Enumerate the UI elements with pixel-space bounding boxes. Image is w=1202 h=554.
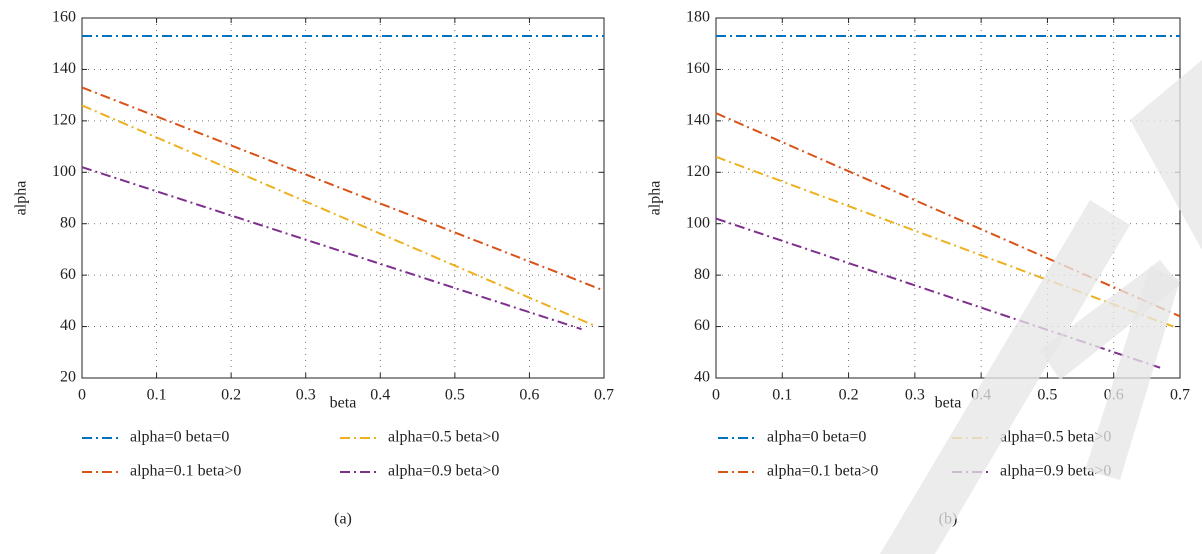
- y-tick-label: 160: [686, 60, 710, 77]
- y-tick-label: 60: [694, 317, 710, 334]
- y-tick-label: 20: [60, 369, 76, 386]
- x-tick-label: 0.3: [296, 387, 316, 404]
- x-tick-label: 0.1: [772, 387, 792, 404]
- x-tick-label: 0.5: [445, 387, 465, 404]
- legend-label: alpha=0 beta=0: [130, 429, 229, 446]
- y-tick-label: 160: [52, 9, 76, 26]
- x-tick-label: 0.1: [147, 387, 167, 404]
- y-tick-label: 140: [686, 112, 710, 129]
- x-axis-label: beta: [330, 395, 357, 412]
- y-tick-label: 100: [52, 163, 76, 180]
- y-tick-label: 80: [60, 214, 76, 231]
- series-line: [715, 217, 1161, 369]
- x-tick-label: 0: [78, 387, 86, 404]
- y-tick-label: 40: [60, 317, 76, 334]
- y-tick-label: 80: [694, 266, 710, 283]
- x-tick-label: 0.7: [594, 387, 614, 404]
- legend-label: alpha=0.5 beta>0: [1000, 429, 1111, 446]
- y-tick-label: 120: [52, 112, 76, 129]
- y-tick-label: 40: [694, 369, 710, 386]
- x-tick-label: 0.4: [370, 387, 390, 404]
- panel-caption: (a): [334, 511, 352, 528]
- watermark: [880, 60, 1202, 554]
- y-tick-label: 180: [686, 9, 710, 26]
- series-line: [715, 112, 1181, 318]
- x-tick-label: 0.2: [839, 387, 859, 404]
- plot-frame: [81, 17, 605, 379]
- x-tick-label: 0.2: [221, 387, 241, 404]
- x-tick-label: 0: [712, 387, 720, 404]
- y-tick-label: 100: [686, 214, 710, 231]
- y-axis-label: alpha: [13, 181, 30, 216]
- watermark-shape: [1130, 60, 1202, 250]
- watermark-shape: [1085, 266, 1180, 480]
- legend-label: alpha=0.1 beta>0: [130, 463, 241, 480]
- legend-label: alpha=0.9 beta>0: [388, 463, 499, 480]
- x-tick-label: 0.3: [905, 387, 925, 404]
- x-tick-label: 0.7: [1170, 387, 1190, 404]
- watermark-shape: [880, 200, 1130, 554]
- legend-label: alpha=0 beta=0: [767, 429, 866, 446]
- series-line: [81, 104, 597, 328]
- y-axis-label: alpha: [647, 181, 664, 216]
- x-tick-label: 0.6: [519, 387, 539, 404]
- series-line: [715, 155, 1174, 328]
- legend-label: alpha=0.9 beta>0: [1000, 463, 1111, 480]
- legend-label: alpha=0.5 beta>0: [388, 429, 499, 446]
- legend-label: alpha=0.1 beta>0: [767, 463, 878, 480]
- y-tick-label: 140: [52, 60, 76, 77]
- y-tick-label: 120: [686, 163, 710, 180]
- chart-panel: 20 40 60 80 100 120 140 160 0 0.1 0.2 0.3 0.4 0.5 0.6 0…: [13, 9, 614, 528]
- series-line: [81, 166, 582, 331]
- x-tick-label: 0.5: [1037, 387, 1057, 404]
- series-line: [81, 86, 605, 292]
- x-axis-label: beta: [935, 395, 962, 412]
- y-tick-label: 60: [60, 266, 76, 283]
